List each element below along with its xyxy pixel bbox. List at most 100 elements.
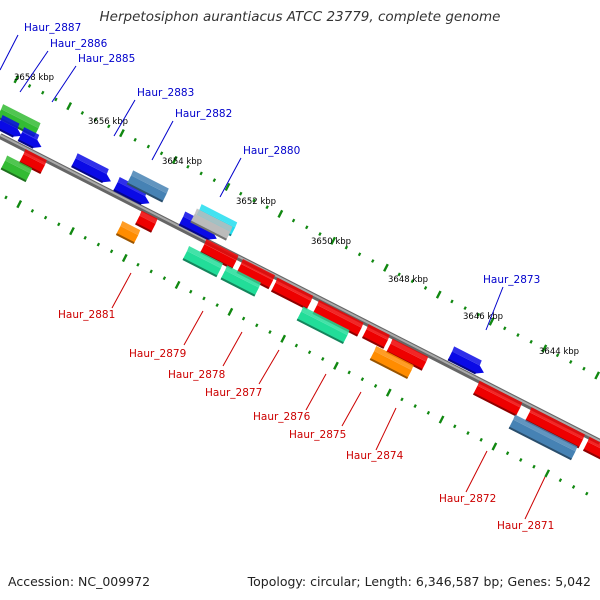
tick-mark xyxy=(307,350,312,355)
tick-mark xyxy=(333,361,339,370)
gene-label[interactable]: Haur_2877 xyxy=(205,387,262,399)
leader-line xyxy=(0,34,19,71)
gene-label[interactable]: Haur_2879 xyxy=(129,348,186,360)
tick-mark xyxy=(426,410,431,415)
gene-feature[interactable] xyxy=(0,155,33,183)
scale-label: 3644 kbp xyxy=(539,347,579,357)
tick-mark xyxy=(133,137,137,142)
gene-feature[interactable] xyxy=(182,246,223,278)
scale-label: 3646 kbp xyxy=(463,312,503,322)
tick-mark xyxy=(371,259,375,263)
gene-label[interactable]: Haur_2885 xyxy=(78,53,135,65)
tick-mark xyxy=(450,299,454,304)
tick-mark xyxy=(215,303,219,308)
leader-line xyxy=(219,157,242,198)
gene-feature[interactable] xyxy=(472,380,523,417)
gene-feature[interactable] xyxy=(220,265,261,297)
tick-mark xyxy=(505,451,510,456)
leader-line xyxy=(524,476,546,520)
gene-feature[interactable] xyxy=(0,115,22,138)
gene-label[interactable]: Haur_2887 xyxy=(24,22,81,34)
gene-label[interactable]: Haur_2872 xyxy=(439,493,496,505)
tick-mark xyxy=(585,491,589,496)
tick-mark xyxy=(30,208,35,213)
tick-mark xyxy=(224,182,231,192)
gene-label[interactable]: Haur_2883 xyxy=(137,87,194,99)
gene-feature[interactable] xyxy=(361,324,390,349)
tick-mark xyxy=(519,458,523,462)
gene-label[interactable]: Haur_2886 xyxy=(50,38,108,50)
tick-mark xyxy=(532,464,536,469)
tick-mark xyxy=(212,178,217,183)
tick-mark xyxy=(80,110,85,115)
tick-mark xyxy=(66,102,73,111)
gene-feature[interactable] xyxy=(582,436,600,460)
gene-label[interactable]: Haur_2873 xyxy=(483,274,540,286)
tick-mark xyxy=(174,280,181,290)
tick-mark xyxy=(268,330,272,334)
tick-mark xyxy=(476,312,481,317)
leader-line xyxy=(465,450,488,493)
scale-label: 3650 kbp xyxy=(311,237,351,247)
scale-label: 3652 kbp xyxy=(236,197,276,207)
tick-mark xyxy=(594,371,600,380)
gene-feature[interactable] xyxy=(296,306,350,345)
tick-mark xyxy=(400,397,404,402)
tick-mark xyxy=(13,75,20,84)
scale-label: 3656 kbp xyxy=(88,117,128,127)
gene-feature[interactable] xyxy=(190,208,233,241)
tick-mark xyxy=(294,343,299,348)
leader-line xyxy=(111,272,132,309)
tick-mark xyxy=(582,366,586,371)
tick-mark xyxy=(558,478,563,483)
tick-mark xyxy=(466,431,470,435)
tick-mark xyxy=(146,144,151,149)
scale-label: 3648 kbp xyxy=(388,275,428,285)
tick-mark xyxy=(357,252,362,257)
tick-mark xyxy=(544,469,551,478)
tick-mark xyxy=(488,317,495,326)
scale-label: 3654 kbp xyxy=(162,157,202,167)
tick-mark xyxy=(54,97,58,102)
gene-features xyxy=(0,104,600,461)
accession-label: Accession: NC_009972 xyxy=(8,574,151,589)
gene-feature[interactable] xyxy=(135,210,158,233)
tick-mark xyxy=(571,484,576,489)
tick-mark xyxy=(241,316,246,321)
gene-label[interactable]: Haur_2874 xyxy=(346,450,404,462)
tick-mark xyxy=(265,205,269,210)
tick-mark xyxy=(529,339,533,344)
tick-mark xyxy=(277,209,284,218)
tick-mark xyxy=(27,84,32,88)
tick-mark xyxy=(438,415,445,424)
leader-line xyxy=(375,407,397,451)
gene-feature[interactable] xyxy=(508,414,578,461)
gene-feature[interactable] xyxy=(270,277,314,310)
leader-line xyxy=(51,65,77,103)
genome-backbone xyxy=(0,133,600,445)
gene-feature[interactable] xyxy=(71,153,111,184)
gene-label[interactable]: Haur_2878 xyxy=(168,369,225,381)
tick-mark xyxy=(109,249,114,254)
gene-feature[interactable] xyxy=(447,346,484,375)
gene-feature[interactable] xyxy=(126,170,169,203)
gene-label[interactable]: Haur_2880 xyxy=(243,145,300,157)
tick-mark xyxy=(83,235,87,240)
leader-line xyxy=(258,349,280,385)
tick-mark xyxy=(397,272,401,277)
tick-mark xyxy=(435,290,442,299)
tick-mark xyxy=(119,128,125,138)
gene-label[interactable]: Haur_2876 xyxy=(253,411,311,423)
gene-feature[interactable] xyxy=(17,127,42,149)
leader-line xyxy=(222,331,243,367)
leader-line xyxy=(19,50,49,93)
gene-feature[interactable] xyxy=(115,221,141,245)
gene-label[interactable]: Haur_2875 xyxy=(289,429,346,441)
gene-labels-bottom: Haur_2881 Haur_2879 Haur_2878 Haur_2877 Haur… xyxy=(58,272,554,532)
tick-mark xyxy=(569,360,573,364)
gene-label[interactable]: Haur_2881 xyxy=(58,309,115,321)
gene-label[interactable]: Haur_2871 xyxy=(497,520,554,532)
gene-feature[interactable] xyxy=(369,345,414,379)
gene-label[interactable]: Haur_2882 xyxy=(175,108,232,120)
tick-mark xyxy=(57,222,61,227)
